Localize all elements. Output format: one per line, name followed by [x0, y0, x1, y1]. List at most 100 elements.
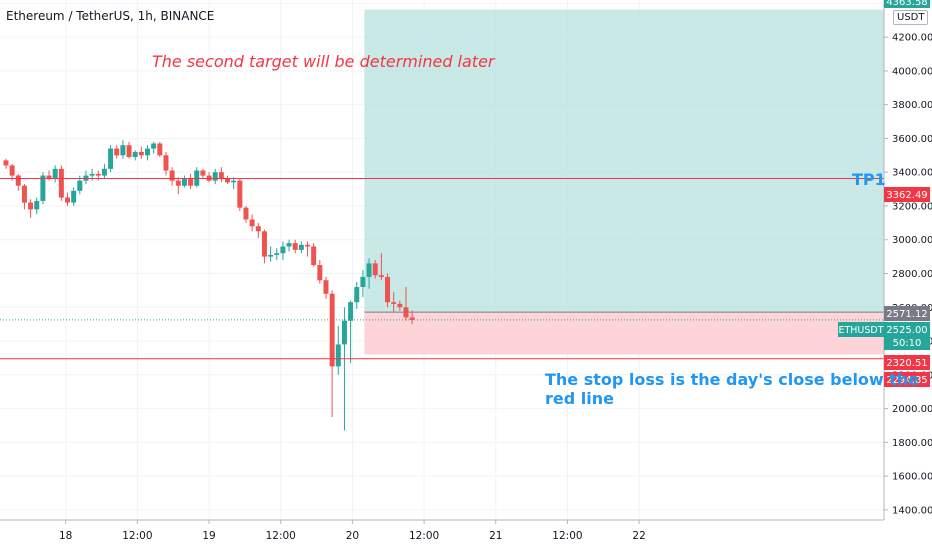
second-target-note[interactable]: The second target will be determined lat… [152, 52, 495, 71]
time-tick-label: 18 [59, 530, 72, 542]
price-axis-ticks: 1400.001600.001800.002000.002200.002400.… [884, 33, 932, 516]
candle [145, 145, 151, 161]
candle-body [126, 145, 132, 158]
candle-body [372, 263, 378, 276]
candle [218, 167, 224, 183]
candle-body [391, 302, 397, 304]
candle-body [108, 148, 114, 169]
candle [237, 178, 243, 212]
candle [65, 192, 71, 206]
candle-body [95, 173, 101, 176]
candle [58, 165, 64, 201]
candle-body [120, 145, 126, 156]
price-tick-label: 3600.00 [892, 134, 932, 145]
candle [268, 246, 274, 262]
candle [200, 168, 206, 179]
candle-body [58, 168, 64, 198]
candle [157, 141, 163, 158]
price-tick-label: 3400.00 [892, 168, 932, 179]
candle-body [403, 307, 409, 318]
candle [212, 168, 218, 185]
candle-body [34, 200, 40, 210]
candle [3, 158, 9, 169]
candle [163, 151, 169, 176]
candle-body [77, 180, 83, 191]
horizontal-lines[interactable] [0, 178, 884, 360]
candle [317, 260, 323, 284]
candle [280, 241, 286, 260]
candle-body [15, 175, 21, 186]
time-axis-ticks: 18 12:00 19 12:00 20 12:00 21 12:00 22 [59, 520, 646, 542]
candle-body [231, 180, 237, 183]
candle-body [305, 244, 311, 247]
candle [391, 292, 397, 313]
candle [366, 258, 372, 289]
candle [101, 163, 107, 179]
candle-body [181, 178, 187, 186]
candle [194, 167, 200, 188]
candle [71, 187, 77, 206]
entry-price-label: 2571.12 [884, 306, 930, 321]
stop-loss-note[interactable]: The stop loss is the day's close below t… [545, 370, 920, 408]
candle-body [348, 302, 354, 321]
time-tick-label: 22 [632, 530, 645, 542]
candle [274, 248, 280, 260]
last-price-label: 2525.00 50:10 [884, 322, 930, 350]
candle-body [225, 178, 231, 183]
svg-text:4363.58: 4363.58 [886, 0, 927, 8]
candle [292, 239, 298, 254]
candle [348, 300, 354, 363]
price-axis[interactable] [884, 0, 932, 520]
svg-text:3362.49: 3362.49 [886, 190, 927, 201]
candle [138, 146, 144, 159]
candle-body [255, 226, 261, 232]
candle [298, 241, 304, 254]
time-tick-label: 12:00 [122, 530, 152, 542]
candle-body [169, 170, 175, 181]
candle-body [157, 143, 163, 156]
candle-body [145, 148, 151, 156]
candle-body [268, 254, 274, 257]
price-tick-label: 4200.00 [892, 33, 932, 44]
price-tick-label: 2800.00 [892, 269, 932, 280]
candle-body [385, 276, 391, 303]
price-tick-label: 3200.00 [892, 201, 932, 212]
time-tick-label: 12:00 [552, 530, 582, 542]
svg-text:50:10: 50:10 [893, 338, 922, 349]
candle [323, 276, 329, 299]
candle-body [341, 320, 347, 345]
time-axis[interactable] [0, 520, 932, 550]
candle-body [52, 168, 58, 179]
candle [231, 177, 237, 190]
price-tick-label: 3000.00 [892, 235, 932, 246]
candle-body [317, 265, 323, 281]
candle-body [409, 317, 415, 320]
candle [403, 287, 409, 321]
tp1-line-price-label: 3362.49 [884, 187, 930, 202]
price-tick-label: 4000.00 [892, 66, 932, 77]
candle-body [3, 160, 9, 166]
candle-body [21, 185, 27, 203]
loss-zone[interactable] [364, 312, 885, 355]
candle-body [378, 275, 384, 277]
profit-zone[interactable] [364, 9, 885, 313]
candle [409, 310, 415, 325]
candle-body [101, 168, 107, 176]
candle [305, 241, 311, 257]
candle [151, 141, 157, 154]
svg-text:ETHUSDT: ETHUSDT [838, 325, 883, 336]
tp1-label[interactable]: TP1 [852, 170, 886, 189]
candle-body [249, 219, 255, 227]
candle-body [311, 246, 317, 266]
candle [28, 199, 34, 218]
currency-unit-button[interactable]: USDT [893, 10, 929, 25]
candle [360, 270, 366, 298]
candle-body [9, 165, 15, 176]
candle [335, 325, 341, 375]
stop-price-label: 2320.51 [884, 355, 930, 370]
candle-body [366, 263, 372, 277]
svg-text:2571.12: 2571.12 [886, 309, 927, 320]
symbol-label: ETHUSDT [838, 322, 884, 337]
chart-title: Ethereum / TetherUS, 1h, BINANCE [6, 9, 215, 23]
